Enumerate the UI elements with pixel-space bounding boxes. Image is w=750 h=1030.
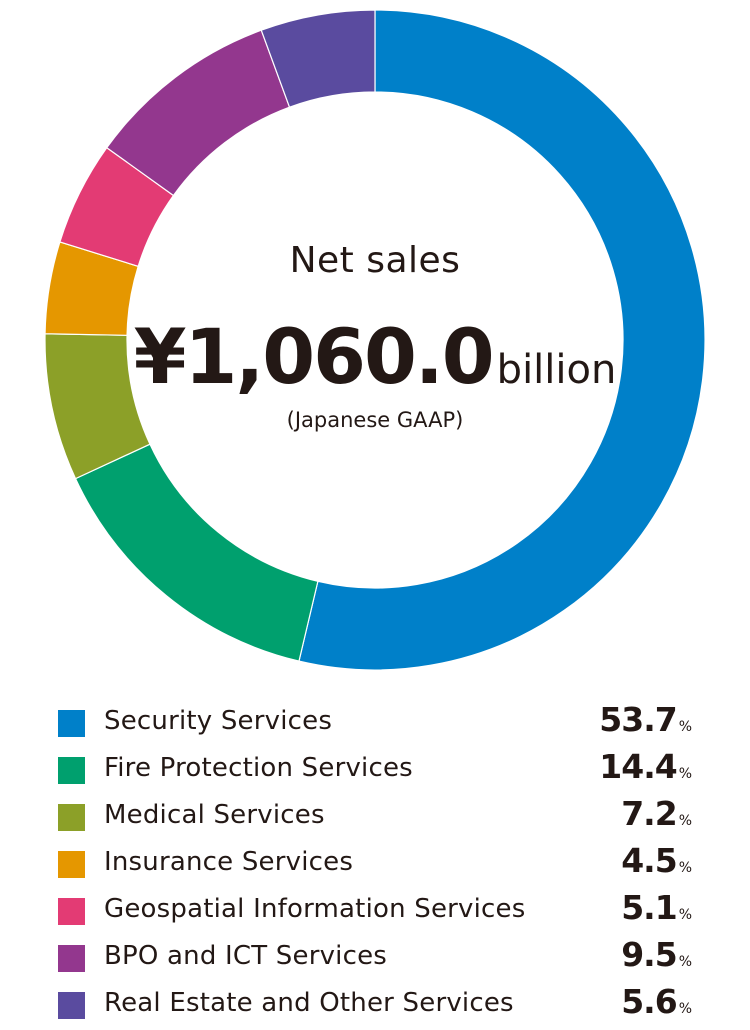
legend-label: Insurance Services <box>104 847 354 877</box>
legend-label: Medical Services <box>104 800 325 830</box>
legend-item: Security Services 53.7% <box>58 700 708 747</box>
legend-value: 53.7% <box>599 700 692 739</box>
donut-slice-security <box>298 9 706 671</box>
legend-value: 4.5% <box>621 841 692 880</box>
legend-value-unit: % <box>678 954 692 970</box>
legend-value-unit: % <box>678 1001 692 1017</box>
donut-chart-svg <box>44 9 706 671</box>
legend-swatch <box>58 851 85 878</box>
legend-swatch <box>58 710 85 737</box>
legend-item: BPO and ICT Services 9.5% <box>58 935 708 982</box>
donut-slice-real-estate-other <box>260 9 376 108</box>
legend-item: Medical Services 7.2% <box>58 794 708 841</box>
legend-value-number: 5.6 <box>621 982 677 1021</box>
legend-value-unit: % <box>678 813 692 829</box>
chart-legend: Security Services 53.7% Fire Protection … <box>58 700 708 1029</box>
legend-value-number: 53.7 <box>599 700 677 739</box>
legend-value-number: 7.2 <box>621 794 677 833</box>
legend-value: 5.6% <box>621 982 692 1021</box>
legend-value-number: 14.4 <box>599 747 677 786</box>
legend-value: 7.2% <box>621 794 692 833</box>
legend-value-number: 9.5 <box>621 935 677 974</box>
legend-value-number: 5.1 <box>621 888 677 927</box>
legend-value: 9.5% <box>621 935 692 974</box>
legend-item: Insurance Services 4.5% <box>58 841 708 888</box>
legend-value-unit: % <box>678 860 692 876</box>
legend-label: BPO and ICT Services <box>104 941 388 971</box>
donut-chart: Net sales ¥1,060.0 billion (Japanese GAAP… <box>0 9 750 671</box>
net-sales-amount: ¥1,060.0 billion <box>0 312 750 401</box>
legend-value-unit: % <box>678 907 692 923</box>
accounting-standard-note: (Japanese GAAP) <box>286 408 464 432</box>
legend-value-unit: % <box>678 719 692 735</box>
legend-value: 14.4% <box>599 747 692 786</box>
legend-item: Geospatial Information Services 5.1% <box>58 888 708 935</box>
donut-slice-fire-protection <box>74 443 319 662</box>
legend-value-unit: % <box>678 766 692 782</box>
legend-swatch <box>58 945 85 972</box>
legend-label: Security Services <box>104 706 333 736</box>
chart-title: Net sales <box>289 240 461 281</box>
legend-value-number: 4.5 <box>621 841 677 880</box>
legend-item: Real Estate and Other Services 5.6% <box>58 982 708 1029</box>
net-sales-unit: billion <box>496 347 617 393</box>
legend-swatch <box>58 757 85 784</box>
legend-swatch <box>58 992 85 1019</box>
legend-item: Fire Protection Services 14.4% <box>58 747 708 794</box>
legend-label: Fire Protection Services <box>104 753 413 783</box>
legend-swatch <box>58 898 85 925</box>
legend-value: 5.1% <box>621 888 692 927</box>
legend-label: Geospatial Information Services <box>104 894 526 924</box>
legend-label: Real Estate and Other Services <box>104 988 514 1018</box>
net-sales-value: ¥1,060.0 <box>133 312 495 401</box>
legend-swatch <box>58 804 85 831</box>
